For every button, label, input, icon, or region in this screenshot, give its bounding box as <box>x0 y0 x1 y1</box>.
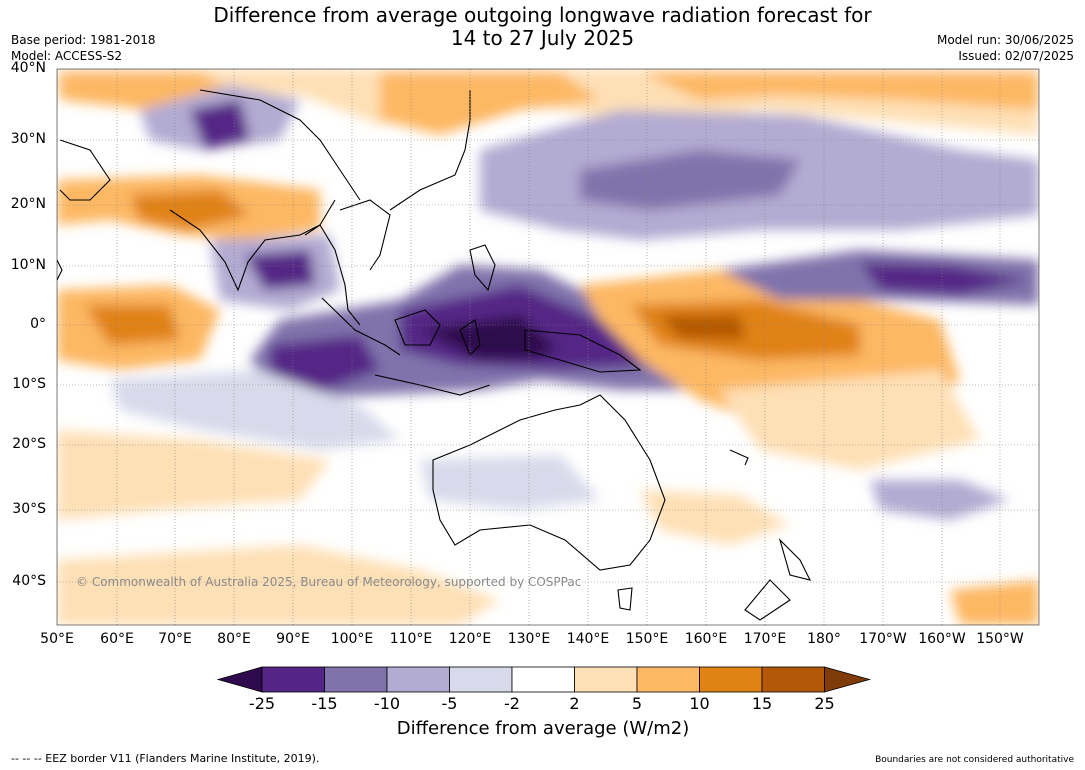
latitude-label: 0° <box>30 316 46 332</box>
longitude-label: 80°E <box>217 631 251 647</box>
colorbar-tick-label: -2 <box>504 694 520 713</box>
base-period: Base period: 1981-2018 <box>11 33 156 47</box>
longitude-label: 150°W <box>976 631 1024 647</box>
model-name: Model: ACCESS-S2 <box>11 49 123 63</box>
colorbar-low-arrow <box>216 666 263 693</box>
map-frame <box>56 68 1040 626</box>
longitude-label: 60°E <box>100 631 134 647</box>
latitude-label: 40°S <box>12 573 46 589</box>
colorbar-swatch <box>636 666 700 693</box>
colorbar-tick-label: -25 <box>248 694 276 713</box>
coastlines <box>57 89 812 621</box>
longitude-label: 140°E <box>566 631 610 647</box>
run-info: Model run: 30/06/2025 Issued: 02/07/2025 <box>937 32 1074 64</box>
latitude-label: 30°S <box>12 501 46 517</box>
colorbar-swatch <box>574 666 638 693</box>
colorbar-tick-label: 15 <box>751 694 773 713</box>
boundaries-note: Boundaries are not considered authoritat… <box>875 755 1074 765</box>
title-line-2: 14 to 27 July 2025 <box>450 26 635 50</box>
colorbar-tick-label: 25 <box>814 694 835 713</box>
colorbar-high-arrow <box>824 666 871 693</box>
latitude-label: 10°N <box>10 257 46 273</box>
longitude-label: 120°E <box>448 631 492 647</box>
longitude-label: 170°E <box>743 631 787 647</box>
issued-date: Issued: 02/07/2025 <box>958 49 1074 63</box>
colorbar-swatch <box>386 666 450 693</box>
longitude-label: 180° <box>807 631 841 647</box>
longitude-label: 100°E <box>330 631 374 647</box>
latitude-label: 30°N <box>10 131 46 147</box>
colorbar <box>216 666 871 693</box>
latitude-label: 40°N <box>10 60 46 76</box>
longitude-label: 90°E <box>276 631 310 647</box>
longitude-label: 130°E <box>507 631 551 647</box>
model-run: Model run: 30/06/2025 <box>936 33 1074 47</box>
longitude-label: 160°W <box>918 631 966 647</box>
colorbar-swatch <box>261 666 325 693</box>
latitude-label: 20°S <box>12 436 46 452</box>
longitude-label: 150°E <box>625 631 669 647</box>
longitude-label: 50°E <box>40 631 74 647</box>
eez-note: -- -- -- EEZ border V11 (Flanders Marine… <box>11 752 320 765</box>
colorbar-swatch <box>511 666 575 693</box>
base-info: Base period: 1981-2018 Model: ACCESS-S2 <box>11 32 156 64</box>
colorbar-swatch <box>324 666 388 693</box>
legend-title: Difference from average (W/m2) <box>396 718 690 739</box>
colorbar-tick-label: -10 <box>373 694 401 713</box>
anomaly-field <box>57 69 1039 625</box>
longitude-label: 160°E <box>684 631 728 647</box>
map-title: Difference from average outgoing longwav… <box>170 4 915 50</box>
longitude-label: 70°E <box>158 631 192 647</box>
latitude-label: 20°N <box>10 196 46 212</box>
longitude-label: 170°W <box>859 631 907 647</box>
colorbar-swatch <box>699 666 763 693</box>
latitude-label: 10°S <box>12 376 46 392</box>
colorbar-tick-label: 5 <box>631 694 643 713</box>
colorbar-tick-label: -15 <box>311 694 338 713</box>
title-line-1: Difference from average outgoing longwav… <box>213 3 872 27</box>
longitude-label: 110°E <box>389 631 433 647</box>
colorbar-tick-label: 2 <box>569 694 580 713</box>
colorbar-tick-label: -5 <box>441 694 458 713</box>
colorbar-swatch <box>761 666 825 693</box>
colorbar-swatch <box>449 666 513 693</box>
colorbar-tick-label: 10 <box>689 694 710 713</box>
copyright-notice: © Commonwealth of Australia 2025, Bureau… <box>76 575 582 589</box>
